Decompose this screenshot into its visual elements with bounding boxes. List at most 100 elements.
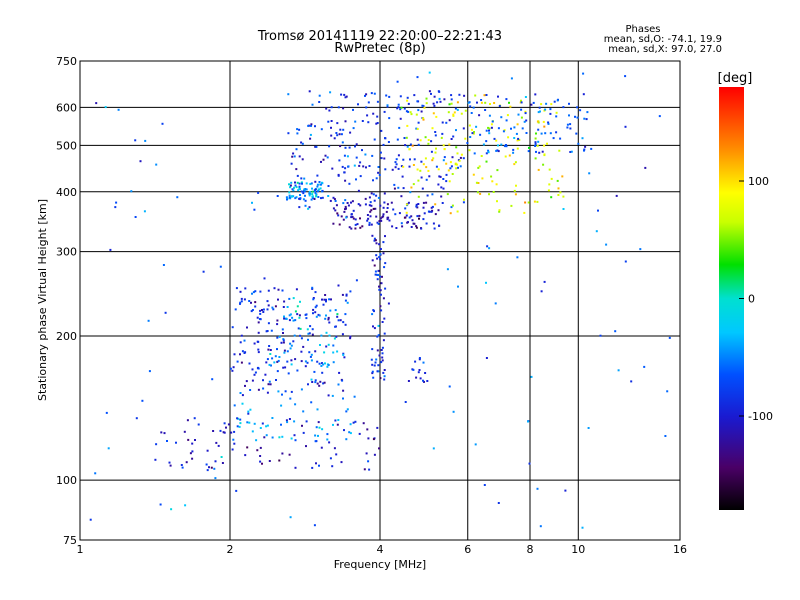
data-point	[297, 189, 300, 192]
data-point	[418, 217, 420, 220]
data-point	[276, 336, 279, 339]
data-point	[379, 258, 382, 261]
data-point	[431, 205, 434, 208]
data-point	[364, 197, 367, 200]
data-point	[211, 378, 214, 381]
data-point	[624, 125, 627, 128]
data-point	[281, 452, 284, 455]
data-point	[259, 318, 262, 321]
data-point	[281, 328, 284, 331]
data-point	[333, 198, 336, 201]
data-point	[447, 111, 450, 114]
data-point	[318, 314, 321, 317]
data-point	[386, 216, 389, 219]
data-point	[276, 323, 279, 326]
data-point	[376, 100, 379, 103]
data-point	[524, 112, 527, 115]
data-point	[308, 194, 311, 197]
data-point	[295, 288, 298, 291]
data-point	[407, 201, 410, 204]
data-point	[349, 423, 352, 426]
data-point	[276, 348, 278, 351]
data-point	[425, 222, 428, 225]
y-tick-label: 200	[56, 330, 77, 343]
data-point	[549, 112, 552, 115]
data-point	[252, 291, 255, 294]
data-point	[401, 175, 404, 178]
plot-frame	[79, 60, 681, 541]
data-point	[534, 145, 537, 147]
data-point	[367, 101, 370, 104]
data-point	[361, 149, 363, 152]
data-point	[240, 334, 243, 337]
data-point	[249, 408, 252, 411]
data-point	[376, 115, 379, 118]
data-point	[222, 431, 225, 434]
data-point	[469, 136, 472, 138]
data-point	[377, 274, 380, 276]
data-point	[325, 314, 327, 317]
data-point	[288, 314, 291, 317]
data-point	[293, 434, 296, 437]
data-point	[382, 213, 385, 216]
data-point	[497, 150, 500, 153]
data-point	[292, 319, 295, 322]
data-point	[300, 141, 303, 144]
data-point	[483, 484, 486, 486]
data-point	[330, 134, 333, 137]
data-point	[373, 310, 375, 313]
data-point	[380, 157, 383, 160]
data-point	[298, 182, 301, 185]
data-point	[305, 420, 308, 423]
data-point	[425, 166, 428, 169]
data-point	[478, 114, 481, 117]
data-point	[232, 366, 235, 369]
data-point	[371, 154, 374, 157]
data-point	[550, 103, 553, 106]
data-point	[492, 191, 495, 193]
data-point	[485, 152, 488, 155]
data-point	[490, 123, 493, 126]
data-point	[542, 120, 545, 123]
data-point	[298, 187, 301, 190]
data-point	[191, 442, 194, 445]
data-point	[191, 450, 194, 453]
data-point	[342, 128, 345, 131]
data-point	[323, 298, 326, 301]
data-point	[391, 225, 394, 228]
data-point	[246, 446, 249, 449]
data-point	[249, 389, 252, 391]
data-point	[547, 189, 550, 192]
data-point	[450, 206, 453, 209]
data-point	[335, 453, 338, 456]
data-point	[525, 132, 528, 134]
data-point	[293, 186, 295, 189]
data-point	[503, 129, 506, 132]
data-point	[355, 143, 358, 146]
data-point	[400, 106, 403, 109]
data-point	[357, 189, 360, 192]
data-point	[568, 114, 570, 117]
data-point	[380, 219, 383, 222]
data-point	[455, 146, 458, 149]
data-point	[581, 137, 584, 140]
data-point	[310, 378, 313, 381]
data-point	[298, 314, 301, 317]
data-point	[261, 462, 263, 465]
data-point	[175, 441, 177, 444]
data-point	[464, 137, 467, 140]
data-point	[534, 141, 537, 144]
data-point	[311, 190, 314, 193]
data-point	[275, 379, 277, 381]
data-point	[546, 142, 548, 145]
data-point	[288, 183, 290, 186]
data-point	[437, 168, 440, 171]
data-point	[319, 344, 321, 346]
data-point	[384, 287, 387, 290]
data-point	[450, 165, 453, 168]
data-point	[244, 454, 247, 457]
data-point	[273, 361, 276, 364]
y-axis-ticks: 75 100 200 300 400 500 600 750	[56, 55, 77, 547]
data-point	[413, 158, 416, 161]
data-point	[349, 290, 352, 293]
